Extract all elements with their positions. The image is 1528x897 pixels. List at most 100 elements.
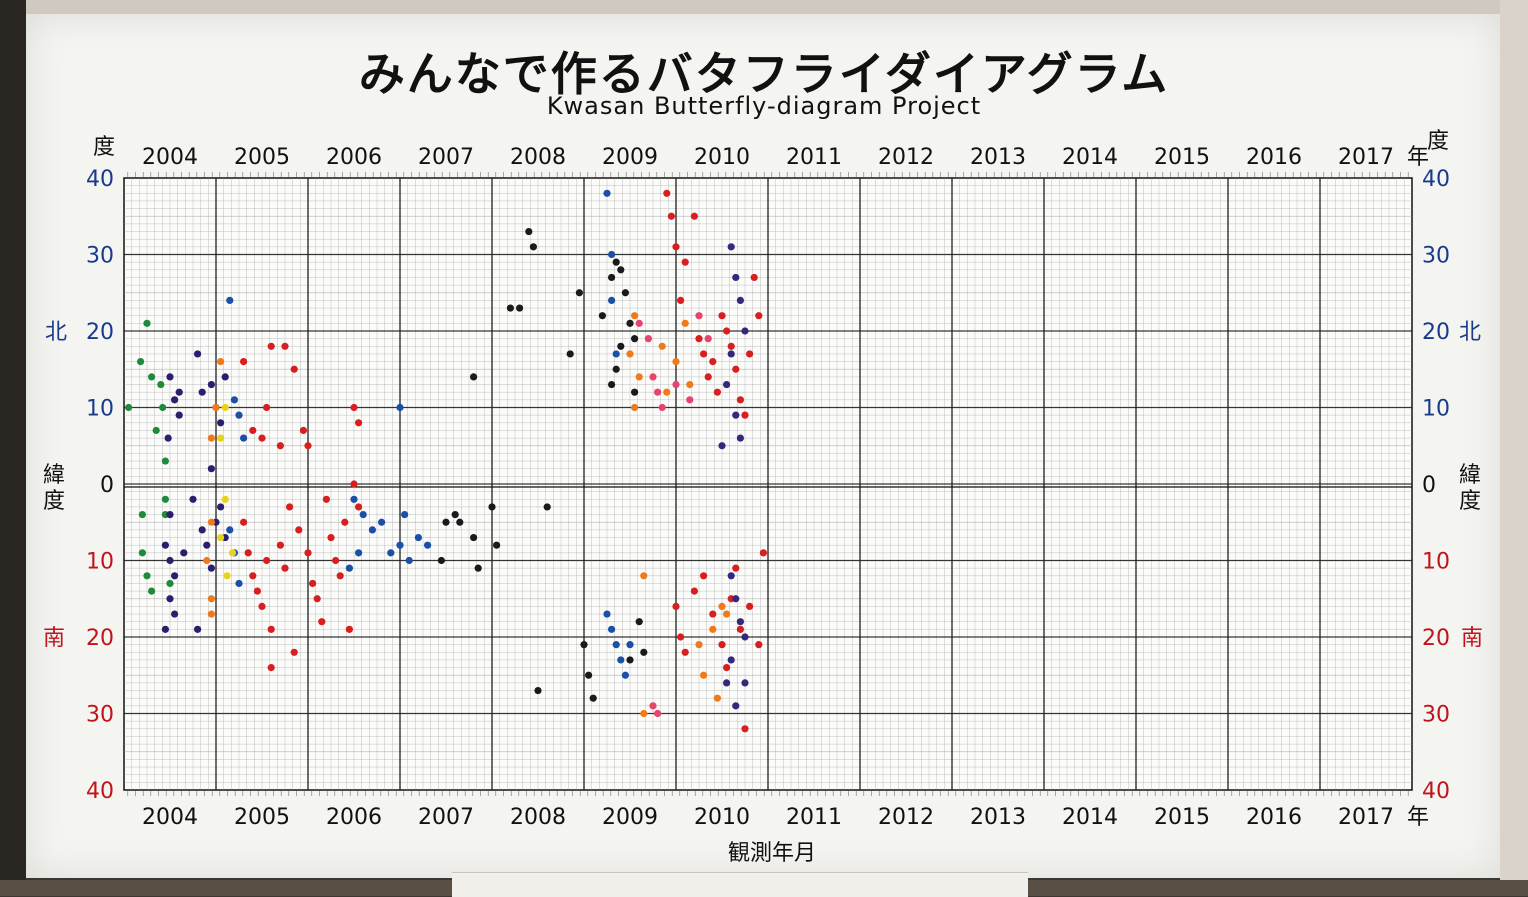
- data-point: [626, 656, 634, 664]
- data-point: [166, 556, 174, 565]
- data-point: [631, 403, 639, 412]
- data-point: [207, 465, 215, 473]
- data-point: [442, 518, 450, 526]
- data-point: [276, 541, 284, 549]
- data-point: [350, 403, 358, 412]
- data-point: [713, 694, 722, 702]
- data-point: [221, 495, 229, 503]
- year-label-top: 2009: [602, 145, 658, 170]
- data-point: [414, 533, 422, 542]
- data-point: [401, 510, 409, 519]
- latitude-label-left-2: 度: [43, 489, 65, 514]
- data-point: [695, 312, 703, 320]
- data-point: [161, 541, 169, 549]
- year-unit-bottom: 年: [1407, 805, 1429, 830]
- data-point: [635, 373, 643, 381]
- data-point: [263, 403, 271, 412]
- data-point: [700, 572, 708, 580]
- data-point: [658, 342, 666, 350]
- data-point: [207, 434, 215, 442]
- data-point: [621, 289, 630, 297]
- data-point: [709, 610, 717, 618]
- data-point: [603, 610, 611, 618]
- data-point: [649, 702, 657, 710]
- data-point: [350, 495, 358, 503]
- data-point: [125, 403, 133, 412]
- data-point: [663, 189, 671, 197]
- data-point: [304, 442, 312, 450]
- y-tick-left: 40: [86, 167, 114, 192]
- y-tick-right: 20: [1422, 626, 1450, 651]
- data-point: [226, 526, 234, 534]
- data-point: [258, 602, 266, 611]
- y-tick-left: 10: [86, 397, 114, 422]
- data-point: [235, 411, 243, 419]
- data-point: [240, 434, 248, 442]
- data-point: [350, 480, 358, 488]
- year-label-bottom: 2015: [1154, 805, 1210, 830]
- data-point: [723, 380, 731, 389]
- data-point: [713, 388, 722, 396]
- data-point: [658, 403, 666, 412]
- data-point: [217, 358, 225, 366]
- year-label-top: 2005: [234, 145, 290, 170]
- data-point: [240, 358, 248, 366]
- data-point: [612, 350, 620, 358]
- data-point: [166, 579, 174, 588]
- data-point: [575, 289, 584, 297]
- data-point: [736, 618, 745, 626]
- data-point: [516, 304, 524, 312]
- data-point: [451, 510, 459, 519]
- data-point: [640, 709, 648, 718]
- data-point: [741, 411, 749, 419]
- data-point: [681, 648, 689, 656]
- data-point: [654, 388, 662, 396]
- y-tick-right: 0: [1422, 473, 1436, 498]
- data-point: [695, 641, 703, 649]
- data-point: [198, 526, 206, 534]
- data-point: [741, 327, 749, 335]
- data-point: [171, 610, 179, 618]
- data-point: [617, 342, 625, 350]
- data-point: [506, 304, 514, 312]
- data-point: [267, 664, 275, 672]
- data-point: [332, 556, 340, 565]
- data-point: [281, 342, 289, 350]
- data-point: [626, 641, 634, 649]
- data-point: [194, 350, 202, 358]
- data-point: [736, 625, 745, 633]
- y-tick-left: 20: [86, 320, 114, 345]
- year-label-bottom: 2013: [970, 805, 1026, 830]
- data-point: [470, 373, 478, 381]
- data-point: [732, 365, 740, 373]
- data-point: [654, 709, 662, 718]
- data-point: [175, 411, 183, 419]
- data-point: [327, 533, 335, 542]
- south-label-left: 南: [43, 626, 65, 651]
- year-label-bottom: 2008: [510, 805, 566, 830]
- data-point: [318, 618, 326, 626]
- year-label-bottom: 2006: [326, 805, 382, 830]
- data-point: [336, 572, 344, 580]
- year-label-top: 2004: [142, 145, 198, 170]
- data-point: [677, 633, 685, 641]
- data-point: [603, 189, 611, 197]
- data-point: [732, 273, 740, 282]
- data-point: [608, 273, 616, 282]
- year-unit-top: 年: [1407, 145, 1429, 170]
- data-point: [290, 365, 298, 373]
- data-point: [741, 725, 749, 733]
- data-point: [704, 373, 712, 381]
- year-label-top: 2006: [326, 145, 382, 170]
- data-point: [612, 365, 620, 373]
- data-point: [635, 319, 643, 327]
- data-point: [378, 518, 386, 526]
- y-tick-left: 30: [86, 703, 114, 728]
- year-label-bottom: 2009: [602, 805, 658, 830]
- wall-left: [0, 0, 26, 896]
- data-point: [672, 380, 680, 389]
- data-point: [161, 457, 169, 465]
- data-point: [631, 335, 639, 343]
- data-point: [221, 373, 229, 381]
- data-point: [732, 411, 740, 419]
